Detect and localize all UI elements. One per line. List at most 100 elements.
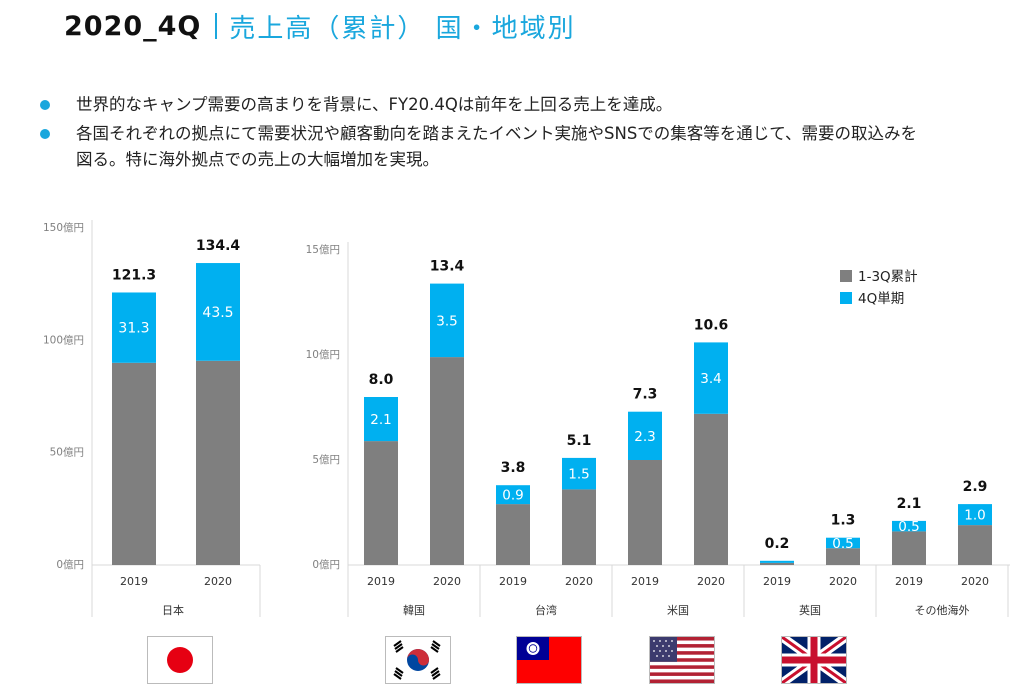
bar-total-label: 2.9 [963,479,988,495]
x-tick-label: 2020 [204,575,232,588]
y-tick-label: 5億円 [312,453,340,466]
y-tick-label: 10億円 [306,348,340,361]
y-tick-label: 0億円 [56,558,84,571]
x-tick-label: 2020 [565,575,593,588]
japan-flag [147,636,213,684]
bar-4q-value-label: 2.1 [370,412,391,428]
bullet-line: 世界的なキャンプ需要の高まりを背景に、FY20.4Qは前年を上回る売上を達成。 [76,95,673,114]
legend-swatch-4q [840,292,852,304]
taiwan-flag-icon [517,637,581,683]
x-tick-label: 2019 [120,575,148,588]
y-tick-label: 150億円 [43,221,84,234]
x-tick-label: 2019 [763,575,791,588]
y-tick-label: 0億円 [312,558,340,571]
y-tick-label: 50億円 [50,446,84,459]
bar-segment-1-3q [196,360,240,565]
bar-segment-4q [892,520,926,532]
group-label: 台湾 [535,603,557,617]
legend-label: 1-3Q累計 [858,269,918,285]
x-tick-label: 2020 [829,575,857,588]
bullet-item: 世界的なキャンプ需要の高まりを背景に、FY20.4Qは前年を上回る売上を達成。 [40,92,1020,118]
bullet-text: 各国それぞれの拠点にて需要状況や顧客動向を踏まえたイベント実施やSNSでの集客等… [76,121,1020,173]
page-subtitle: 売上高（累計） 国・地域別 [229,13,576,44]
bar-segment-1-3q [364,441,398,565]
bar-total-label: 5.1 [567,433,592,449]
bar-segment-4q [760,560,794,563]
bar-total-label: 8.0 [369,372,394,388]
bar-4q-value-label: 3.4 [700,371,721,387]
bar-4q-value-label: 0.5 [832,536,853,552]
bar-segment-1-3q [760,562,794,565]
bar-segment-4q [430,283,464,358]
bullet-item: 各国それぞれの拠点にて需要状況や顧客動向を踏まえたイベント実施やSNSでの集客等… [40,121,1020,173]
bar-segment-1-3q [628,460,662,565]
bar-total-label: 13.4 [430,259,465,275]
bar-segment-1-3q [562,489,596,565]
bar-total-label: 134.4 [196,238,241,254]
title-separator [215,13,218,39]
bar-4q-value-label: 3.5 [436,313,457,329]
bar-segment-4q [364,397,398,442]
bar-total-label: 1.3 [831,513,856,529]
bar-segment-1-3q [694,413,728,565]
bullet-dot-icon [40,129,50,139]
bar-segment-4q [826,537,860,549]
bar-4q-value-label: 43.5 [202,305,233,321]
bar-segment-4q [628,411,662,460]
uk-flag-icon [782,637,846,683]
x-tick-label: 2019 [499,575,527,588]
bar-segment-4q [958,504,992,526]
x-tick-label: 2020 [961,575,989,588]
bar-segment-4q [694,342,728,414]
taiwan-flag [516,636,582,684]
x-tick-label: 2019 [895,575,923,588]
x-tick-label: 2020 [433,575,461,588]
bar-total-label: 121.3 [112,267,156,283]
y-tick-label: 15億円 [306,243,340,256]
bullet-text: 世界的なキャンプ需要の高まりを背景に、FY20.4Qは前年を上回る売上を達成。 [76,92,1020,118]
bullet-list: 世界的なキャンプ需要の高まりを背景に、FY20.4Qは前年を上回る売上を達成。 … [40,92,1020,176]
uk-flag [781,636,847,684]
bar-segment-4q [112,292,156,363]
bar-segment-1-3q [112,362,156,565]
x-tick-label: 2019 [367,575,395,588]
bar-4q-value-label: 2.3 [634,429,655,445]
group-label: 韓国 [403,604,425,617]
bar-segment-1-3q [958,525,992,565]
group-label: 英国 [799,603,821,617]
bullet-line: 図る。特に海外拠点での売上の大幅増加を実現。 [76,150,439,169]
group-label: その他海外 [915,603,970,617]
bar-4q-value-label: 1.0 [964,508,985,524]
usa-flag-icon [650,637,714,683]
bar-4q-value-label: 1.5 [568,467,589,483]
bar-total-label: 10.6 [694,317,729,333]
bar-total-label: 3.8 [501,460,526,476]
bar-segment-1-3q [496,504,530,565]
bar-segment-1-3q [826,548,860,565]
bar-segment-4q [496,485,530,505]
x-tick-label: 2019 [631,575,659,588]
bar-4q-value-label: 0.5 [898,519,919,535]
bar-total-label: 7.3 [633,387,658,403]
bullet-dot-icon [40,100,50,110]
bar-segment-1-3q [892,531,926,565]
japan-flag-icon [148,637,212,683]
korea-flag-icon [386,637,450,683]
bar-4q-value-label: 31.3 [118,321,149,337]
bar-segment-4q [196,263,240,361]
title-row: 2020_4Q 売上高（累計） 国・地域別 [64,6,576,46]
bar-segment-1-3q [430,357,464,565]
page-title: 2020_4Q [64,10,202,42]
x-tick-label: 2020 [697,575,725,588]
usa-flag [649,636,715,684]
bar-total-label: 0.2 [765,536,790,552]
group-label: 日本 [162,603,184,617]
korea-flag [385,636,451,684]
group-label: 米国 [667,604,689,617]
bullet-line: 各国それぞれの拠点にて需要状況や顧客動向を踏まえたイベント実施やSNSでの集客等… [76,124,917,143]
legend-swatch-1-3q [840,270,852,282]
legend-label: 4Q単期 [858,291,904,307]
bar-total-label: 2.1 [897,496,922,512]
bar-segment-4q [562,457,596,490]
